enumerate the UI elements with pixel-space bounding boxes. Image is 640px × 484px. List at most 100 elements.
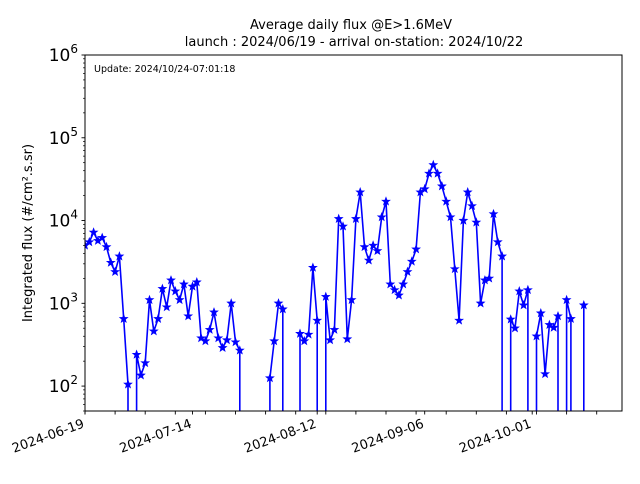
data-point-marker: [355, 187, 366, 197]
data-point-marker: [505, 314, 516, 324]
x-tick-label: 2024-08-12: [242, 417, 318, 457]
data-point-marker: [157, 283, 168, 293]
data-point-marker: [432, 168, 443, 178]
data-point-marker: [166, 275, 176, 285]
data-point-marker: [307, 262, 318, 272]
data-point-marker: [428, 159, 439, 170]
data-point-marker: [213, 332, 224, 343]
y-tick-base: 10: [49, 212, 71, 232]
y-tick-exponent: 5: [70, 125, 78, 139]
data-point-marker: [338, 221, 348, 231]
data-point-marker: [200, 335, 211, 346]
data-point-marker: [518, 300, 529, 310]
y-tick-label: 105: [49, 125, 78, 149]
data-point-marker: [329, 324, 340, 334]
data-point-marker: [436, 181, 447, 191]
data-point-marker: [381, 196, 391, 206]
data-point-marker: [312, 315, 323, 325]
data-point-marker: [101, 241, 112, 252]
data-point-marker: [209, 307, 219, 317]
data-point-marker: [522, 284, 533, 295]
data-point-marker: [123, 379, 133, 389]
data-point-marker: [350, 213, 361, 223]
series-line: [85, 164, 585, 411]
y-tick-base: 10: [49, 46, 71, 66]
data-point-marker: [441, 196, 452, 206]
data-point-marker: [376, 211, 387, 222]
chart-title: Average daily flux @E>1.6MeV: [250, 18, 452, 33]
data-point-marker: [170, 286, 181, 296]
data-point-marker: [303, 329, 314, 339]
data-point-marker: [385, 279, 396, 289]
y-tick-label: 103: [49, 290, 78, 314]
y-tick-exponent: 4: [70, 208, 78, 222]
data-point-marker: [140, 357, 151, 368]
data-point-marker: [234, 345, 245, 355]
data-point-marker: [299, 335, 310, 346]
data-point-marker: [183, 310, 194, 321]
data-point-marker: [398, 279, 409, 289]
x-tick-label: 2024-09-06: [350, 417, 426, 457]
data-point-marker: [346, 294, 357, 305]
data-point-marker: [217, 342, 228, 352]
data-point-marker: [161, 301, 172, 312]
data-point-marker: [359, 241, 370, 252]
data-point-marker: [269, 335, 280, 346]
y-tick-label: 106: [49, 42, 78, 66]
x-tick-label: 2024-07-14: [118, 417, 194, 457]
data-point-marker: [458, 215, 469, 225]
data-point-marker: [174, 294, 185, 305]
data-point-marker: [85, 236, 95, 247]
plot-area: [85, 159, 589, 411]
y-tick-exponent: 6: [70, 42, 78, 56]
data-point-marker: [510, 323, 520, 333]
data-point-marker: [402, 266, 413, 277]
data-point-marker: [488, 208, 499, 219]
data-point-marker: [131, 349, 142, 359]
data-point-marker: [578, 300, 589, 310]
data-point-marker: [110, 266, 121, 277]
data-point-marker: [178, 279, 189, 289]
y-tick-base: 10: [49, 377, 71, 397]
data-point-marker: [368, 240, 379, 250]
data-point-marker: [411, 244, 422, 254]
data-point-marker: [114, 251, 125, 261]
y-axis-label: Integrated flux (#/cm².s.sr): [21, 144, 36, 322]
y-tick-label: 104: [49, 208, 78, 232]
data-point-marker: [389, 284, 400, 295]
data-point-marker: [514, 286, 525, 296]
data-point-marker: [424, 168, 434, 178]
data-point-marker: [363, 255, 374, 265]
data-point-marker: [372, 245, 383, 256]
data-point-marker: [531, 331, 542, 341]
data-point-marker: [553, 310, 563, 321]
x-axis: 2024-06-19 2024-07-14 2024-08-12 2024-09-06…: [10, 411, 598, 457]
x-tick-label: 2024-06-19: [10, 417, 86, 457]
data-point-marker: [105, 257, 116, 267]
data-point-marker: [230, 336, 241, 347]
data-point-marker: [540, 368, 551, 379]
data-point-marker: [277, 303, 288, 314]
data-point-marker: [88, 227, 99, 237]
y-tick-base: 10: [49, 129, 71, 149]
data-point-marker: [454, 315, 465, 325]
data-point-marker: [535, 308, 546, 318]
data-point-marker: [561, 294, 572, 305]
data-point-marker: [544, 319, 555, 329]
data-point-marker: [449, 263, 460, 274]
data-point-marker: [445, 211, 456, 222]
data-point-marker: [118, 313, 129, 323]
data-point-marker: [333, 213, 344, 223]
data-point-marker: [462, 187, 473, 197]
data-point-marker: [471, 217, 482, 227]
data-point-marker: [295, 328, 305, 338]
data-point-marker: [191, 277, 202, 287]
data-point-marker: [320, 291, 331, 301]
data-point-marker: [97, 232, 108, 242]
data-point-marker: [135, 370, 146, 380]
data-point-marker: [153, 313, 164, 323]
data-point-marker: [393, 290, 404, 300]
y-tick-exponent: 3: [70, 290, 78, 304]
data-point-marker: [144, 294, 155, 305]
